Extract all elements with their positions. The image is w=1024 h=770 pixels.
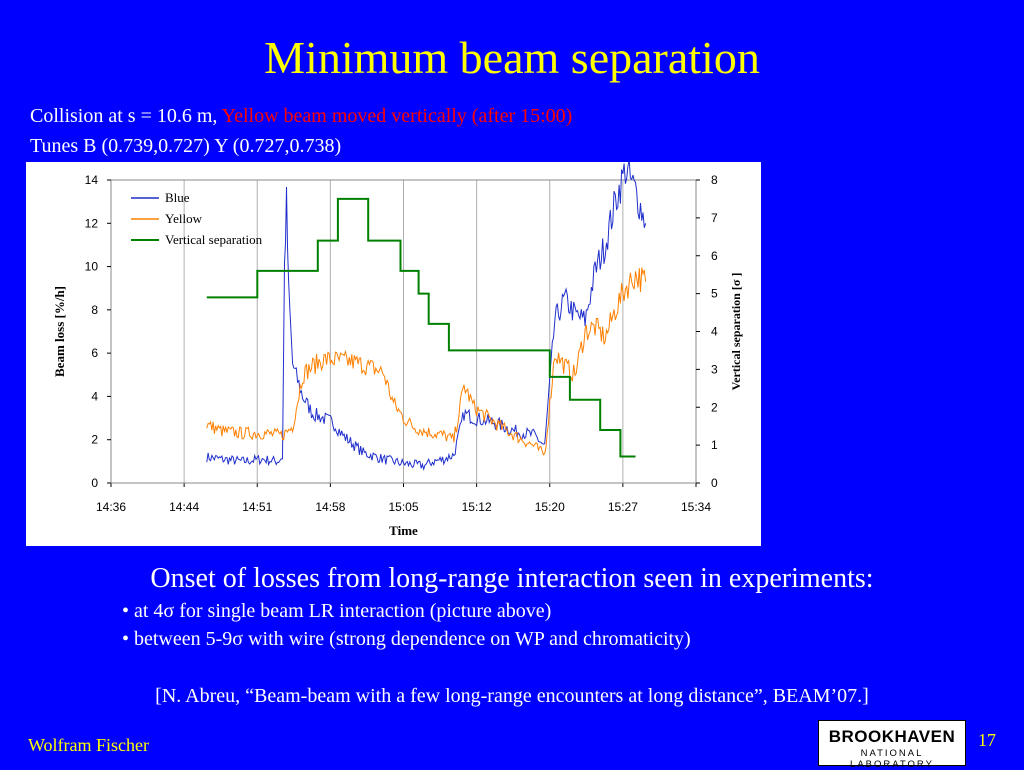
y2-tick-label: 3 bbox=[711, 362, 718, 376]
x-tick-label: 15:12 bbox=[462, 500, 492, 514]
legend-label: Yellow bbox=[165, 211, 203, 226]
subtitle-tunes: Tunes B (0.739,0.727) Y (0.727,0.738) bbox=[30, 135, 342, 157]
x-tick-label: 15:20 bbox=[535, 500, 565, 514]
bullet-wire: • between 5-9σ with wire (strong depende… bbox=[122, 628, 691, 650]
legend-label: Vertical separation bbox=[165, 232, 263, 247]
x-tick-label: 15:34 bbox=[681, 500, 711, 514]
x-axis-label: Time bbox=[389, 523, 418, 538]
legend-label: Blue bbox=[165, 190, 190, 205]
y2-tick-label: 8 bbox=[711, 173, 718, 187]
y-tick-label: 14 bbox=[85, 173, 99, 187]
reference-citation: [N. Abreu, “Beam-beam with a few long-ra… bbox=[155, 685, 869, 707]
series-line-yellow bbox=[206, 267, 647, 456]
y-tick-label: 6 bbox=[91, 346, 98, 360]
y-tick-label: 8 bbox=[91, 303, 98, 317]
y2-tick-label: 5 bbox=[711, 287, 718, 301]
beam-loss-chart: 14:36 14:44 14:51 14:58 15:05 15:12 15:20 15:27… bbox=[26, 162, 761, 546]
y-tick-label: 12 bbox=[85, 216, 99, 230]
subtitle-prefix: Collision at s = 10.6 m, bbox=[30, 105, 222, 127]
series-line-blue bbox=[206, 162, 647, 472]
y2-tick-label: 0 bbox=[711, 476, 718, 490]
y2-tick-label: 4 bbox=[711, 325, 718, 339]
y-tick-label: 2 bbox=[91, 433, 98, 447]
brookhaven-logo: BROOKHAVEN NATIONAL LABORATORY bbox=[818, 720, 966, 770]
x-tick-label: 15:27 bbox=[608, 500, 638, 514]
series-line-vertical-separation bbox=[206, 197, 636, 458]
y-axis-label: Beam loss [%/h] bbox=[52, 286, 67, 377]
logo-sub-text: NATIONAL LABORATORY bbox=[850, 748, 934, 770]
page-number: 17 bbox=[978, 730, 996, 750]
subtitle-collision: Collision at s = 10.6 m, Yellow beam mov… bbox=[30, 104, 572, 128]
y-tick-label: 10 bbox=[85, 260, 99, 274]
author-name: Wolfram Fischer bbox=[28, 735, 150, 755]
y-tick-label: 0 bbox=[91, 476, 98, 490]
x-tick-label: 14:44 bbox=[169, 500, 199, 514]
y2-tick-label: 2 bbox=[711, 400, 718, 414]
y2-tick-label: 1 bbox=[711, 438, 718, 452]
slide-title: Minimum beam separation bbox=[264, 32, 760, 83]
y2-tick-label: 6 bbox=[711, 249, 718, 263]
y2-tick-label: 7 bbox=[711, 211, 718, 225]
y2-axis-label: Vertical separation [σ ] bbox=[729, 273, 743, 391]
x-tick-label: 15:05 bbox=[388, 500, 418, 514]
chart-svg: 14:36 14:44 14:51 14:58 15:05 15:12 15:20 15:27… bbox=[52, 162, 743, 538]
logo-main-text: BROOKHAVEN bbox=[828, 727, 956, 746]
x-tick-label: 14:58 bbox=[315, 500, 345, 514]
bullet-single-beam: • at 4σ for single beam LR interaction (… bbox=[122, 600, 552, 622]
x-tick-label: 14:51 bbox=[242, 500, 272, 514]
onset-text: Onset of losses from long-range interact… bbox=[150, 563, 874, 594]
y-tick-label: 4 bbox=[91, 389, 98, 403]
subtitle-red-note: Yellow beam moved vertically (after 15:0… bbox=[221, 105, 573, 127]
x-tick-label: 14:36 bbox=[96, 500, 126, 514]
